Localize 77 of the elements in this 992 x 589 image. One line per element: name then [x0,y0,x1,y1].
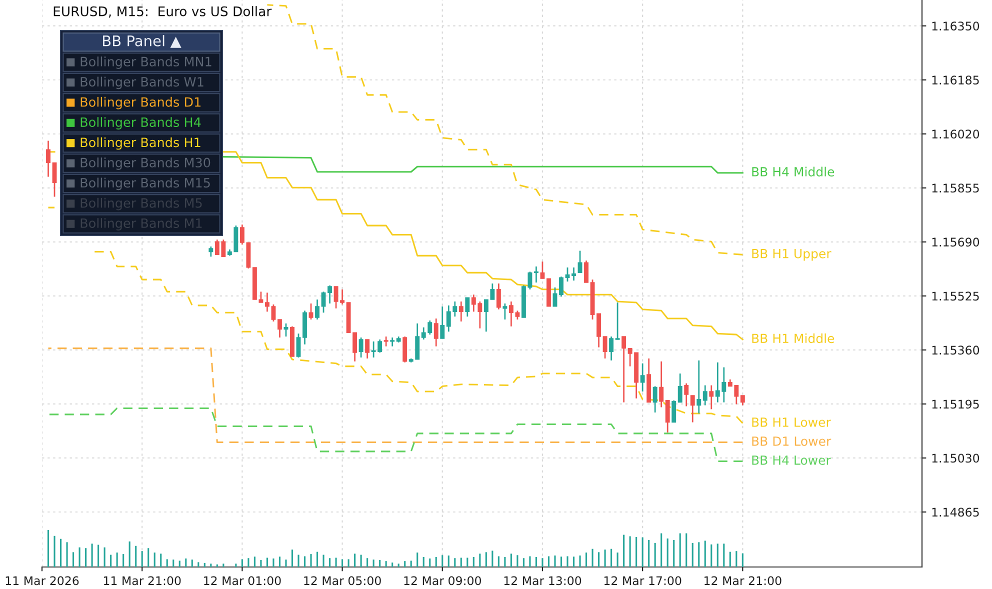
annotation: Bollinger Bands H1 [80,137,200,150]
candlestick [328,284,332,304]
candlestick [652,386,658,414]
series-label: BB H1 Lower [752,418,831,427]
candlestick [740,394,745,406]
annotation: Bollinger Bands W1 [80,76,204,90]
candlestick [609,336,614,362]
series-label: BB H4 Middle [752,166,834,176]
candlestick [315,298,320,320]
candlestick [665,400,670,434]
series-label: BB H4 Lower [752,456,831,465]
candlestick [640,362,645,392]
candlestick [384,336,388,348]
candlestick [321,290,326,314]
candlestick [659,360,664,408]
candlestick [672,400,676,423]
candlestick [465,296,470,318]
candlestick [678,372,682,404]
y-tick-label: 1.15195 [932,400,979,409]
series-label: BB H1 Middle [752,333,834,344]
candlestick [534,266,538,284]
candlestick [709,384,714,410]
candlestick [690,394,695,423]
candlestick [440,306,445,340]
candlestick [496,282,501,310]
y-tick-label: 1.15360 [932,346,980,355]
annotation: Bollinger Bands M30 [80,158,210,170]
x-tick-label: 12 Mar 21:00 [704,576,782,586]
candlestick [278,318,282,338]
candlestick [296,332,301,358]
candlestick [365,338,370,360]
candlestick [358,336,364,358]
annotation: BB Panel ▲ [103,35,182,48]
annotation: Bollinger Bands D1 [80,96,200,110]
series-label: BB D1 Lower [752,436,832,446]
candlestick [622,336,626,404]
candlestick [578,250,582,274]
annotation: Bollinger Bands MN1 [80,56,212,69]
x-tick-label: 12 Mar 13:00 [504,576,582,586]
series-label: BB H1 Upper [752,249,832,261]
annotation: Bollinger Bands H4 [80,117,201,130]
candlestick [540,260,545,280]
y-tick-label: 1.16350 [932,22,980,31]
candlestick [572,266,576,282]
candlestick [615,302,620,340]
candlestick [696,360,702,414]
candlestick [46,140,50,178]
candlestick [702,384,708,406]
candlestick [208,246,214,258]
candlestick [596,312,602,348]
x-tick-label: 12 Mar 09:00 [404,576,482,586]
y-tick-label: 1.15525 [932,292,979,301]
x-tick-label: 11 Mar 2026 [6,576,79,586]
y-tick-label: 1.16020 [932,130,980,139]
x-tick-label: 12 Mar 05:00 [304,576,381,586]
candlestick [52,162,57,198]
candlestick [502,302,508,320]
y-tick-label: 1.15855 [932,184,979,193]
candlestick [559,276,564,298]
line-series [222,156,744,174]
candlestick [458,300,464,322]
y-tick-label: 1.15690 [932,238,980,247]
annotation: Bollinger Bands M15 [80,178,210,190]
candlestick [308,302,314,320]
x-tick-label: 12 Mar 17:00 [604,576,682,586]
y-tick-label: 1.15030 [932,454,980,463]
x-tick-label: 12 Mar 01:00 [204,576,281,586]
candlestick [684,382,689,407]
candlestick [552,286,558,308]
candlestick [584,260,588,284]
y-tick-label: 1.14865 [932,508,979,517]
chart-title: EURUSD, M15: Euro vs US Dollar [54,6,272,18]
y-tick-label: 1.16185 [932,76,979,85]
candlestick [602,336,608,360]
candlestick [402,336,408,364]
candlestick [434,318,438,348]
x-tick-label: 11 Mar 21:00 [104,576,181,586]
